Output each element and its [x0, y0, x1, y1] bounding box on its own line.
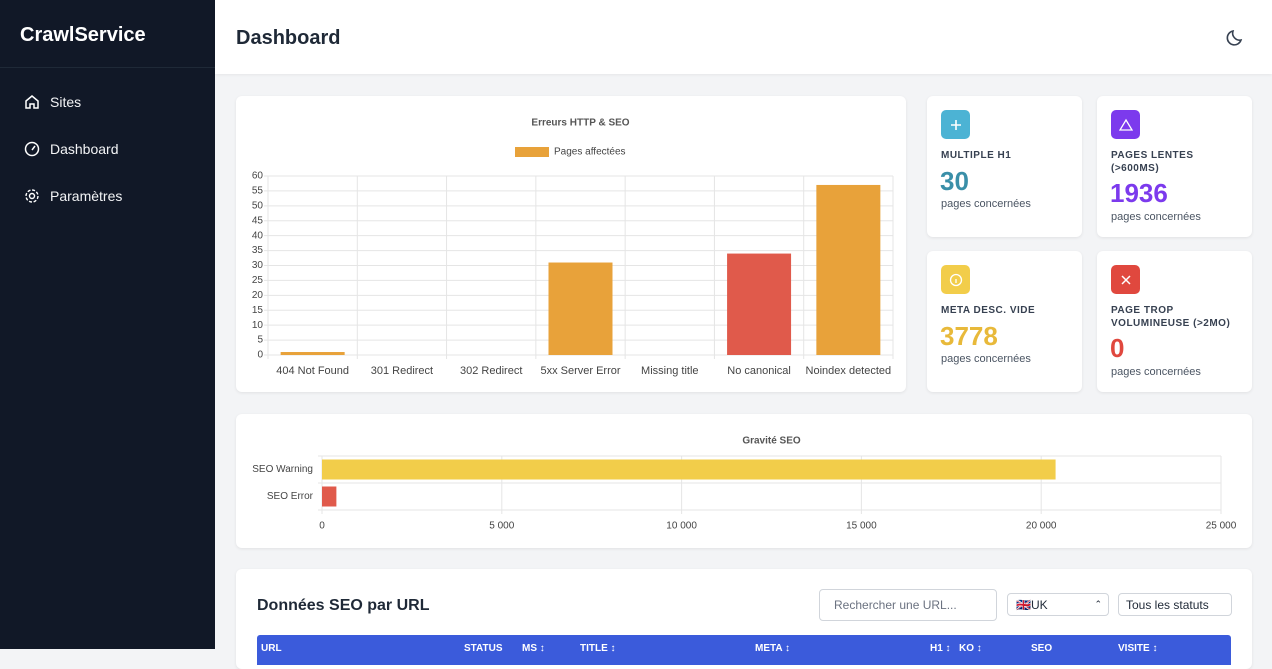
stat-sub: pages concernées [1111, 366, 1201, 378]
legend-label: Pages affectées [554, 147, 626, 158]
stat-value: 3778 [940, 321, 998, 351]
stat-value: 1936 [1110, 178, 1168, 208]
chevron: ⌃ [1094, 599, 1102, 609]
x-tick-label: 5xx Server Error [540, 365, 620, 377]
chart: Gravité SEO 0 5 000 10 000 15 000 20 000 25 00… [252, 436, 1237, 532]
y-tick-label: 35 [252, 245, 264, 256]
stat-value: 30 [940, 166, 969, 196]
gauge-icon [24, 141, 40, 157]
header: Dashboard [215, 0, 1272, 74]
x-tick-label: 302 Redirect [460, 365, 522, 377]
y-tick-label: 30 [252, 260, 264, 271]
y-tick-label: 5 [257, 335, 263, 346]
bar [322, 486, 337, 507]
x-tick-label: Missing title [641, 365, 698, 377]
y-tick-label: 15 [252, 305, 264, 316]
stat-card: META DESC. VIDE 3778 pages concernées [927, 251, 1082, 392]
x-tick-label: 301 Redirect [371, 365, 433, 377]
x-tick-label: 20 000 [1026, 521, 1057, 532]
x-tick-label: Noindex detected [806, 365, 892, 377]
close-icon [1120, 274, 1131, 285]
y-tick-label: 0 [257, 350, 263, 361]
y-tick-label: SEO Error [267, 491, 314, 502]
stat-label: PAGE TROP VOLUMINEUSE (>2MO) [1111, 305, 1231, 329]
stat-label: PAGES LENTES (>600MS) [1111, 150, 1194, 174]
y-tick-label: 45 [252, 215, 264, 226]
y-tick-label: 55 [252, 186, 264, 197]
stat-card: PAGE TROP VOLUMINEUSE (>2MO) 0 pages con… [1097, 251, 1252, 392]
nav-item[interactable]: Sites [24, 94, 81, 110]
info-icon [949, 273, 962, 286]
sidebar: CrawlService Sites Dashboard Paramètres [0, 0, 215, 649]
gear-icon [25, 189, 39, 203]
stat-sub: pages concernées [941, 198, 1031, 210]
nav-item[interactable]: Dashboard [24, 141, 119, 157]
nav-label: Sites [50, 94, 82, 110]
chart: Erreurs HTTP & SEO Pages affectées 0 5 10 15 2… [252, 118, 894, 377]
bar [727, 253, 792, 355]
select-text: 🇬🇧UK [1016, 597, 1048, 612]
bar [280, 352, 345, 355]
stat-label: MULTIPLE H1 [941, 150, 1012, 161]
table-header: URL STATUS MS ↕ TITLE ↕ META ↕ H1 ↕ KO ↕… [257, 635, 1231, 665]
y-tick-label: 50 [252, 200, 264, 211]
bar [322, 459, 1056, 480]
y-tick-label: 20 [252, 290, 264, 301]
brand[interactable]: CrawlService [20, 24, 146, 46]
legend-swatch [515, 147, 549, 157]
stat-icon [941, 110, 970, 139]
home-icon [25, 95, 39, 109]
stat-card: PAGES LENTES (>600MS) 1936 pages concern… [1097, 96, 1252, 237]
y-tick-label: 60 [252, 171, 264, 182]
table-title: Données SEO par URL [257, 597, 430, 614]
chart-card: Gravité SEO 0 5 000 10 000 15 000 20 000 25 00… [236, 414, 1252, 548]
chart-card: Erreurs HTTP & SEO Pages affectées 0 5 10 15 2… [236, 96, 906, 392]
y-tick-label: 10 [252, 320, 264, 331]
nav-label: Dashboard [50, 141, 119, 157]
stat-icon [941, 265, 970, 294]
bar [816, 184, 881, 355]
y-tick-label: 25 [252, 275, 264, 286]
x-tick-label: 5 000 [489, 521, 514, 532]
x-tick-label: 0 [319, 521, 325, 532]
x-tick-label: 25 000 [1206, 521, 1237, 532]
x-tick-label: 10 000 [666, 521, 697, 532]
theme-toggle[interactable] [1225, 28, 1245, 48]
warning-icon [1118, 118, 1133, 131]
status-select[interactable]: Tous les statuts [1118, 593, 1232, 616]
nav-label: Paramètres [50, 188, 123, 204]
table-card: Données SEO par URL Rechercher une URL..… [236, 569, 1252, 669]
chart-title: Erreurs HTTP & SEO [531, 118, 629, 129]
select-text: Tous les statuts [1126, 597, 1209, 612]
stat-card: MULTIPLE H1 30 pages concernées [927, 96, 1082, 237]
stat-icon [1111, 265, 1140, 294]
nav-item[interactable]: Paramètres [24, 188, 122, 204]
plus-icon [950, 119, 961, 130]
bar [548, 262, 613, 355]
page-title: Dashboard [236, 27, 341, 49]
country-select[interactable]: 🇬🇧UK ⌃ [1007, 593, 1109, 616]
stat-label: META DESC. VIDE [941, 305, 1036, 316]
stat-icon [1111, 110, 1140, 139]
stat-sub: pages concernées [941, 353, 1031, 365]
x-tick-label: No canonical [727, 365, 791, 377]
stat-sub: pages concernées [1111, 211, 1201, 223]
y-tick-label: SEO Warning [252, 464, 313, 475]
search-input[interactable]: Rechercher une URL... [819, 589, 997, 621]
x-tick-label: 15 000 [846, 521, 877, 532]
x-tick-label: 404 Not Found [276, 365, 349, 377]
divider [0, 67, 215, 68]
chart-title: Gravité SEO [742, 436, 801, 447]
stat-value: 0 [1110, 333, 1125, 363]
y-tick-label: 40 [252, 230, 264, 241]
